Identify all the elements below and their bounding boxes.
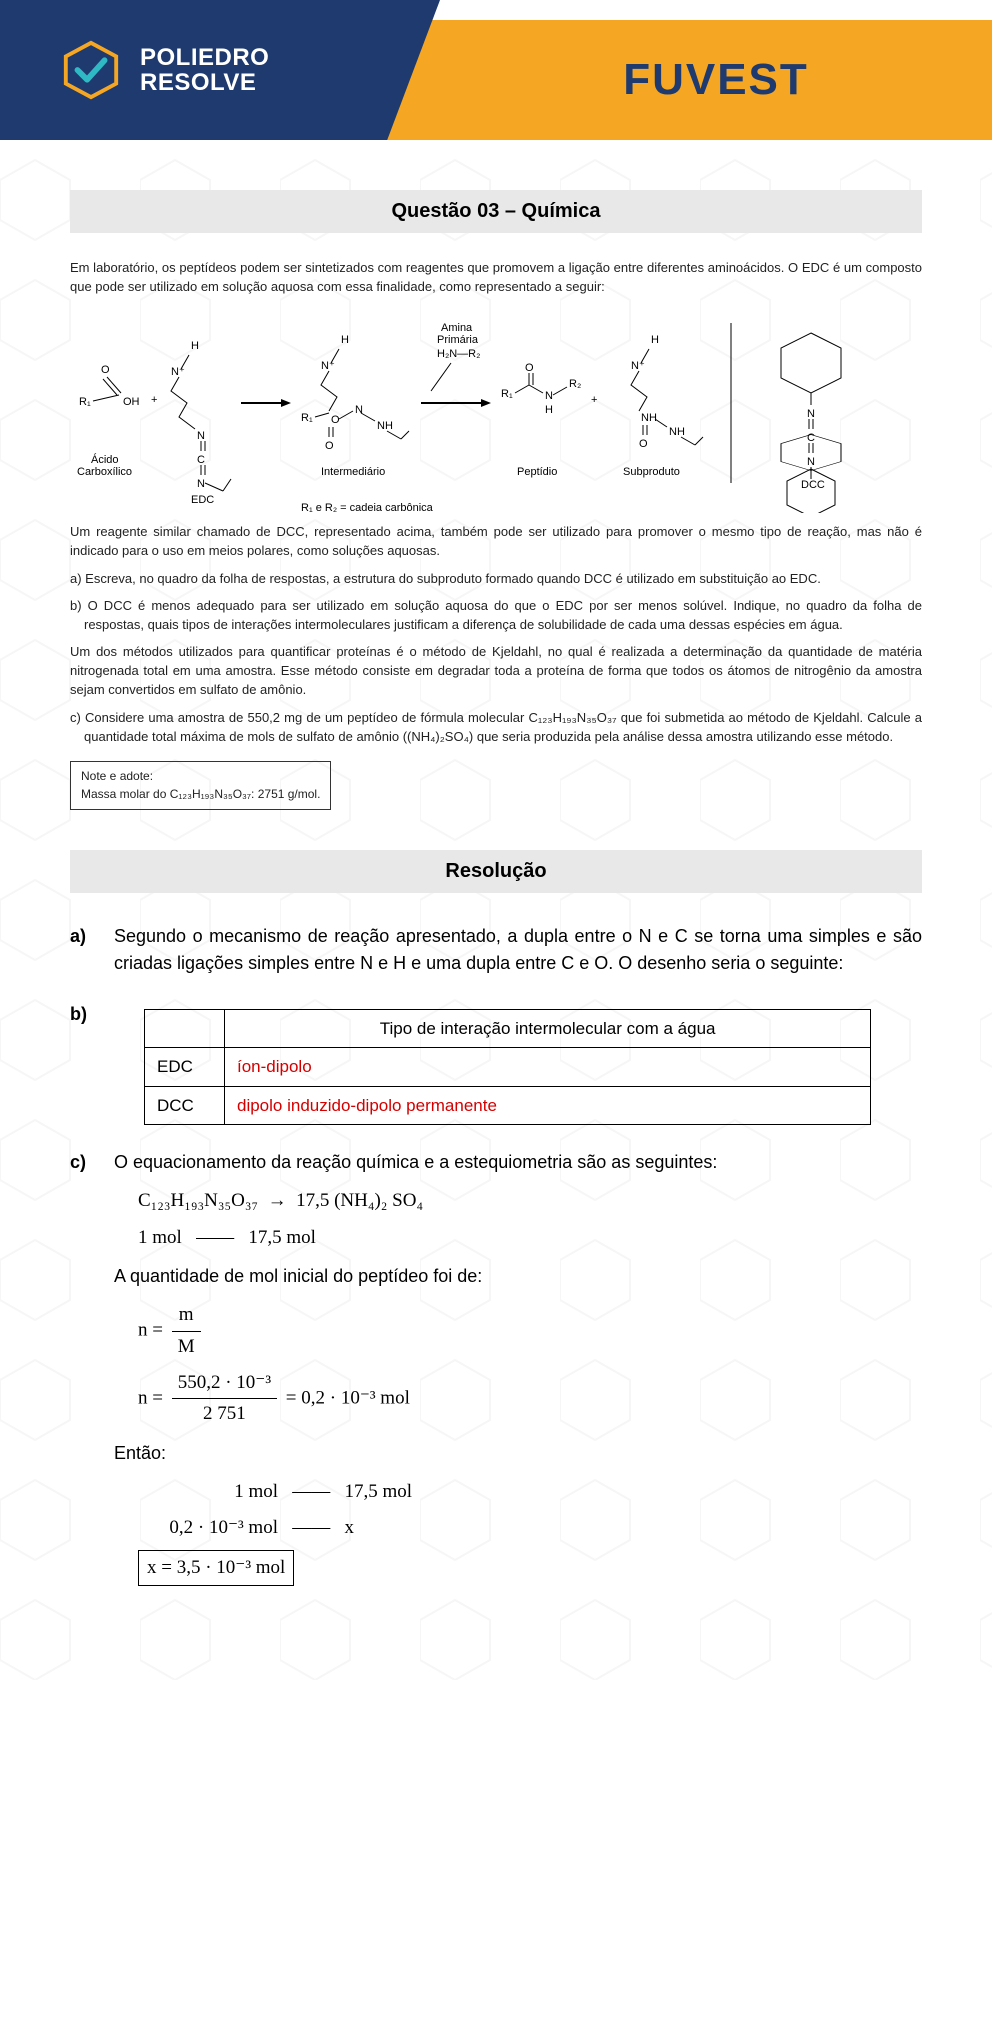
svg-text:+: +	[591, 394, 597, 406]
frac-num2: 550,2 · 10⁻³	[172, 1368, 277, 1399]
header-yellow-strip: FUVEST	[380, 20, 992, 140]
table-header: Tipo de interação intermolecular com a á…	[225, 1009, 871, 1048]
resolution-title: Resolução	[70, 850, 922, 893]
label-acid: Ácido	[91, 453, 119, 466]
prop1-l: 1 mol	[138, 1477, 278, 1507]
res-c-letter: c)	[70, 1149, 94, 1596]
svg-text:R₁: R₁	[301, 412, 313, 424]
frac-den: M	[172, 1332, 201, 1362]
res-b-letter: b)	[70, 1001, 94, 1126]
resolution-b: b) Tipo de interação intermolecular com …	[70, 1001, 922, 1126]
label-amine-formula: H₂N—R₂	[437, 348, 480, 360]
svg-text:N⁺: N⁺	[321, 360, 335, 372]
label-byproduct: Subproduto	[623, 466, 680, 478]
svg-text:Carboxílico: Carboxílico	[77, 466, 132, 478]
diagram-caption: R₁ e R₂ = cadeia carbônica	[301, 502, 434, 513]
svg-text:N: N	[355, 404, 363, 416]
prop1-r: 17,5 mol	[345, 1481, 413, 1502]
label-edc: EDC	[191, 494, 214, 506]
brand-line2: RESOLVE	[140, 70, 269, 95]
svg-text:NH: NH	[641, 412, 657, 424]
svg-text:O: O	[525, 362, 534, 374]
page-content: Questão 03 – Química Em laboratório, os …	[0, 190, 992, 1680]
resolution-c: c) O equacionamento da reação química e …	[70, 1149, 922, 1596]
resolution-a: a) Segundo o mecanismo de reação apresen…	[70, 923, 922, 977]
svg-text:N⁺: N⁺	[631, 360, 645, 372]
svg-text:O: O	[325, 440, 334, 452]
res-c-p2: A quantidade de mol inicial do peptídeo …	[114, 1263, 922, 1290]
brand-text: POLIEDRO RESOLVE	[140, 45, 269, 95]
n-result: 0,2 · 10⁻³ mol	[301, 1387, 410, 1408]
svg-text:N: N	[807, 408, 815, 420]
interaction-table: Tipo de interação intermolecular com a á…	[144, 1009, 871, 1126]
note-box: Note e adote: Massa molar do C₁₂₃H₁₉₃N₃₅…	[70, 761, 331, 810]
svg-text:R₁: R₁	[79, 396, 91, 408]
reaction-diagram: O R₁ OH + H N⁺ N C	[70, 313, 922, 513]
question-intro: Em laboratório, os peptídeos podem ser s…	[70, 259, 922, 297]
table-row: DCC dipolo induzido-dipolo permanente	[145, 1086, 871, 1125]
svg-text:NH: NH	[669, 426, 685, 438]
res-a-text: Segundo o mecanismo de reação apresentad…	[114, 923, 922, 977]
row-label: DCC	[145, 1086, 225, 1125]
question-p3: Um dos métodos utilizados para quantific…	[70, 643, 922, 700]
row-value: íon-dipolo	[225, 1048, 871, 1087]
svg-text:+: +	[151, 394, 157, 406]
svg-text:N: N	[545, 390, 553, 402]
prop2-l: 0,2 · 10⁻³ mol	[138, 1513, 278, 1543]
svg-text:R₂: R₂	[569, 378, 581, 390]
res-c-n-formula: n = m M n = 550,2 · 10⁻³ 2 751 = 0,2 · 1…	[138, 1300, 922, 1430]
svg-text:O: O	[101, 364, 110, 376]
res-c-p3: Então:	[114, 1440, 922, 1467]
frac-num: m	[172, 1300, 201, 1331]
svg-text:Primária: Primária	[437, 334, 479, 346]
svg-text:N: N	[197, 478, 205, 490]
header-blue-strip: POLIEDRO RESOLVE	[0, 0, 440, 140]
ratio-r: 17,5 mol	[248, 1227, 316, 1248]
svg-text:H: H	[191, 340, 199, 352]
eq-lhs: C₁₂₃H₁₉₃N₃₅O₃₇	[138, 1190, 258, 1211]
row-label: EDC	[145, 1048, 225, 1087]
question-p2: Um reagente similar chamado de DCC, repr…	[70, 523, 922, 561]
question-title: Questão 03 – Química	[70, 190, 922, 233]
svg-text:C: C	[807, 432, 815, 444]
prop2-r: x	[345, 1517, 355, 1538]
question-item-b: b) O DCC é menos adequado para ser utili…	[70, 597, 922, 635]
row-value: dipolo induzido-dipolo permanente	[225, 1086, 871, 1125]
note-line2: Massa molar do C₁₂₃H₁₉₃N₃₅O₃₇: 2751 g/mo…	[81, 786, 320, 803]
res-c-p1: O equacionamento da reação química e a e…	[114, 1149, 922, 1176]
question-item-c: c) Considere uma amostra de 550,2 mg de …	[70, 709, 922, 747]
res-a-letter: a)	[70, 923, 94, 977]
label-peptide: Peptídio	[517, 466, 557, 478]
svg-text:H: H	[545, 404, 553, 416]
exam-name: FUVEST	[623, 55, 809, 105]
brand-line1: POLIEDRO	[140, 45, 269, 70]
question-body: Em laboratório, os peptídeos podem ser s…	[70, 259, 922, 810]
svg-text:N⁺: N⁺	[171, 366, 185, 378]
svg-text:N: N	[807, 456, 815, 468]
svg-text:H: H	[341, 334, 349, 346]
ratio-l: 1 mol	[138, 1227, 182, 1248]
eq-rhs: 17,5 (NH₄)₂ SO₄	[296, 1190, 423, 1211]
res-c-proportion: 1 mol —— 17,5 mol 0,2 · 10⁻³ mol —— x x …	[138, 1477, 922, 1586]
label-dcc: DCC	[801, 479, 825, 491]
svg-text:O: O	[639, 438, 648, 450]
svg-text:R₁: R₁	[501, 388, 513, 400]
note-line1: Note e adote:	[81, 768, 320, 785]
label-amine1: Amina	[441, 322, 473, 334]
svg-text:O: O	[331, 414, 340, 426]
svg-text:NH: NH	[377, 420, 393, 432]
question-item-a: a) Escreva, no quadro da folha de respos…	[70, 570, 922, 589]
svg-text:C: C	[197, 454, 205, 466]
svg-text:OH: OH	[123, 396, 140, 408]
svg-text:N: N	[197, 430, 205, 442]
svg-text:H: H	[651, 334, 659, 346]
page-header: FUVEST POLIEDRO RESOLVE	[0, 0, 992, 160]
logo-icon	[60, 39, 122, 101]
table-row: EDC íon-dipolo	[145, 1048, 871, 1087]
res-c-equation: C₁₂₃H₁₉₃N₃₅O₃₇ → 17,5 (NH₄)₂ SO₄ 1 mol —…	[138, 1186, 922, 1253]
label-intermediate: Intermediário	[321, 466, 385, 478]
final-answer: x = 3,5 · 10⁻³ mol	[138, 1550, 294, 1586]
frac-den2: 2 751	[172, 1399, 277, 1429]
